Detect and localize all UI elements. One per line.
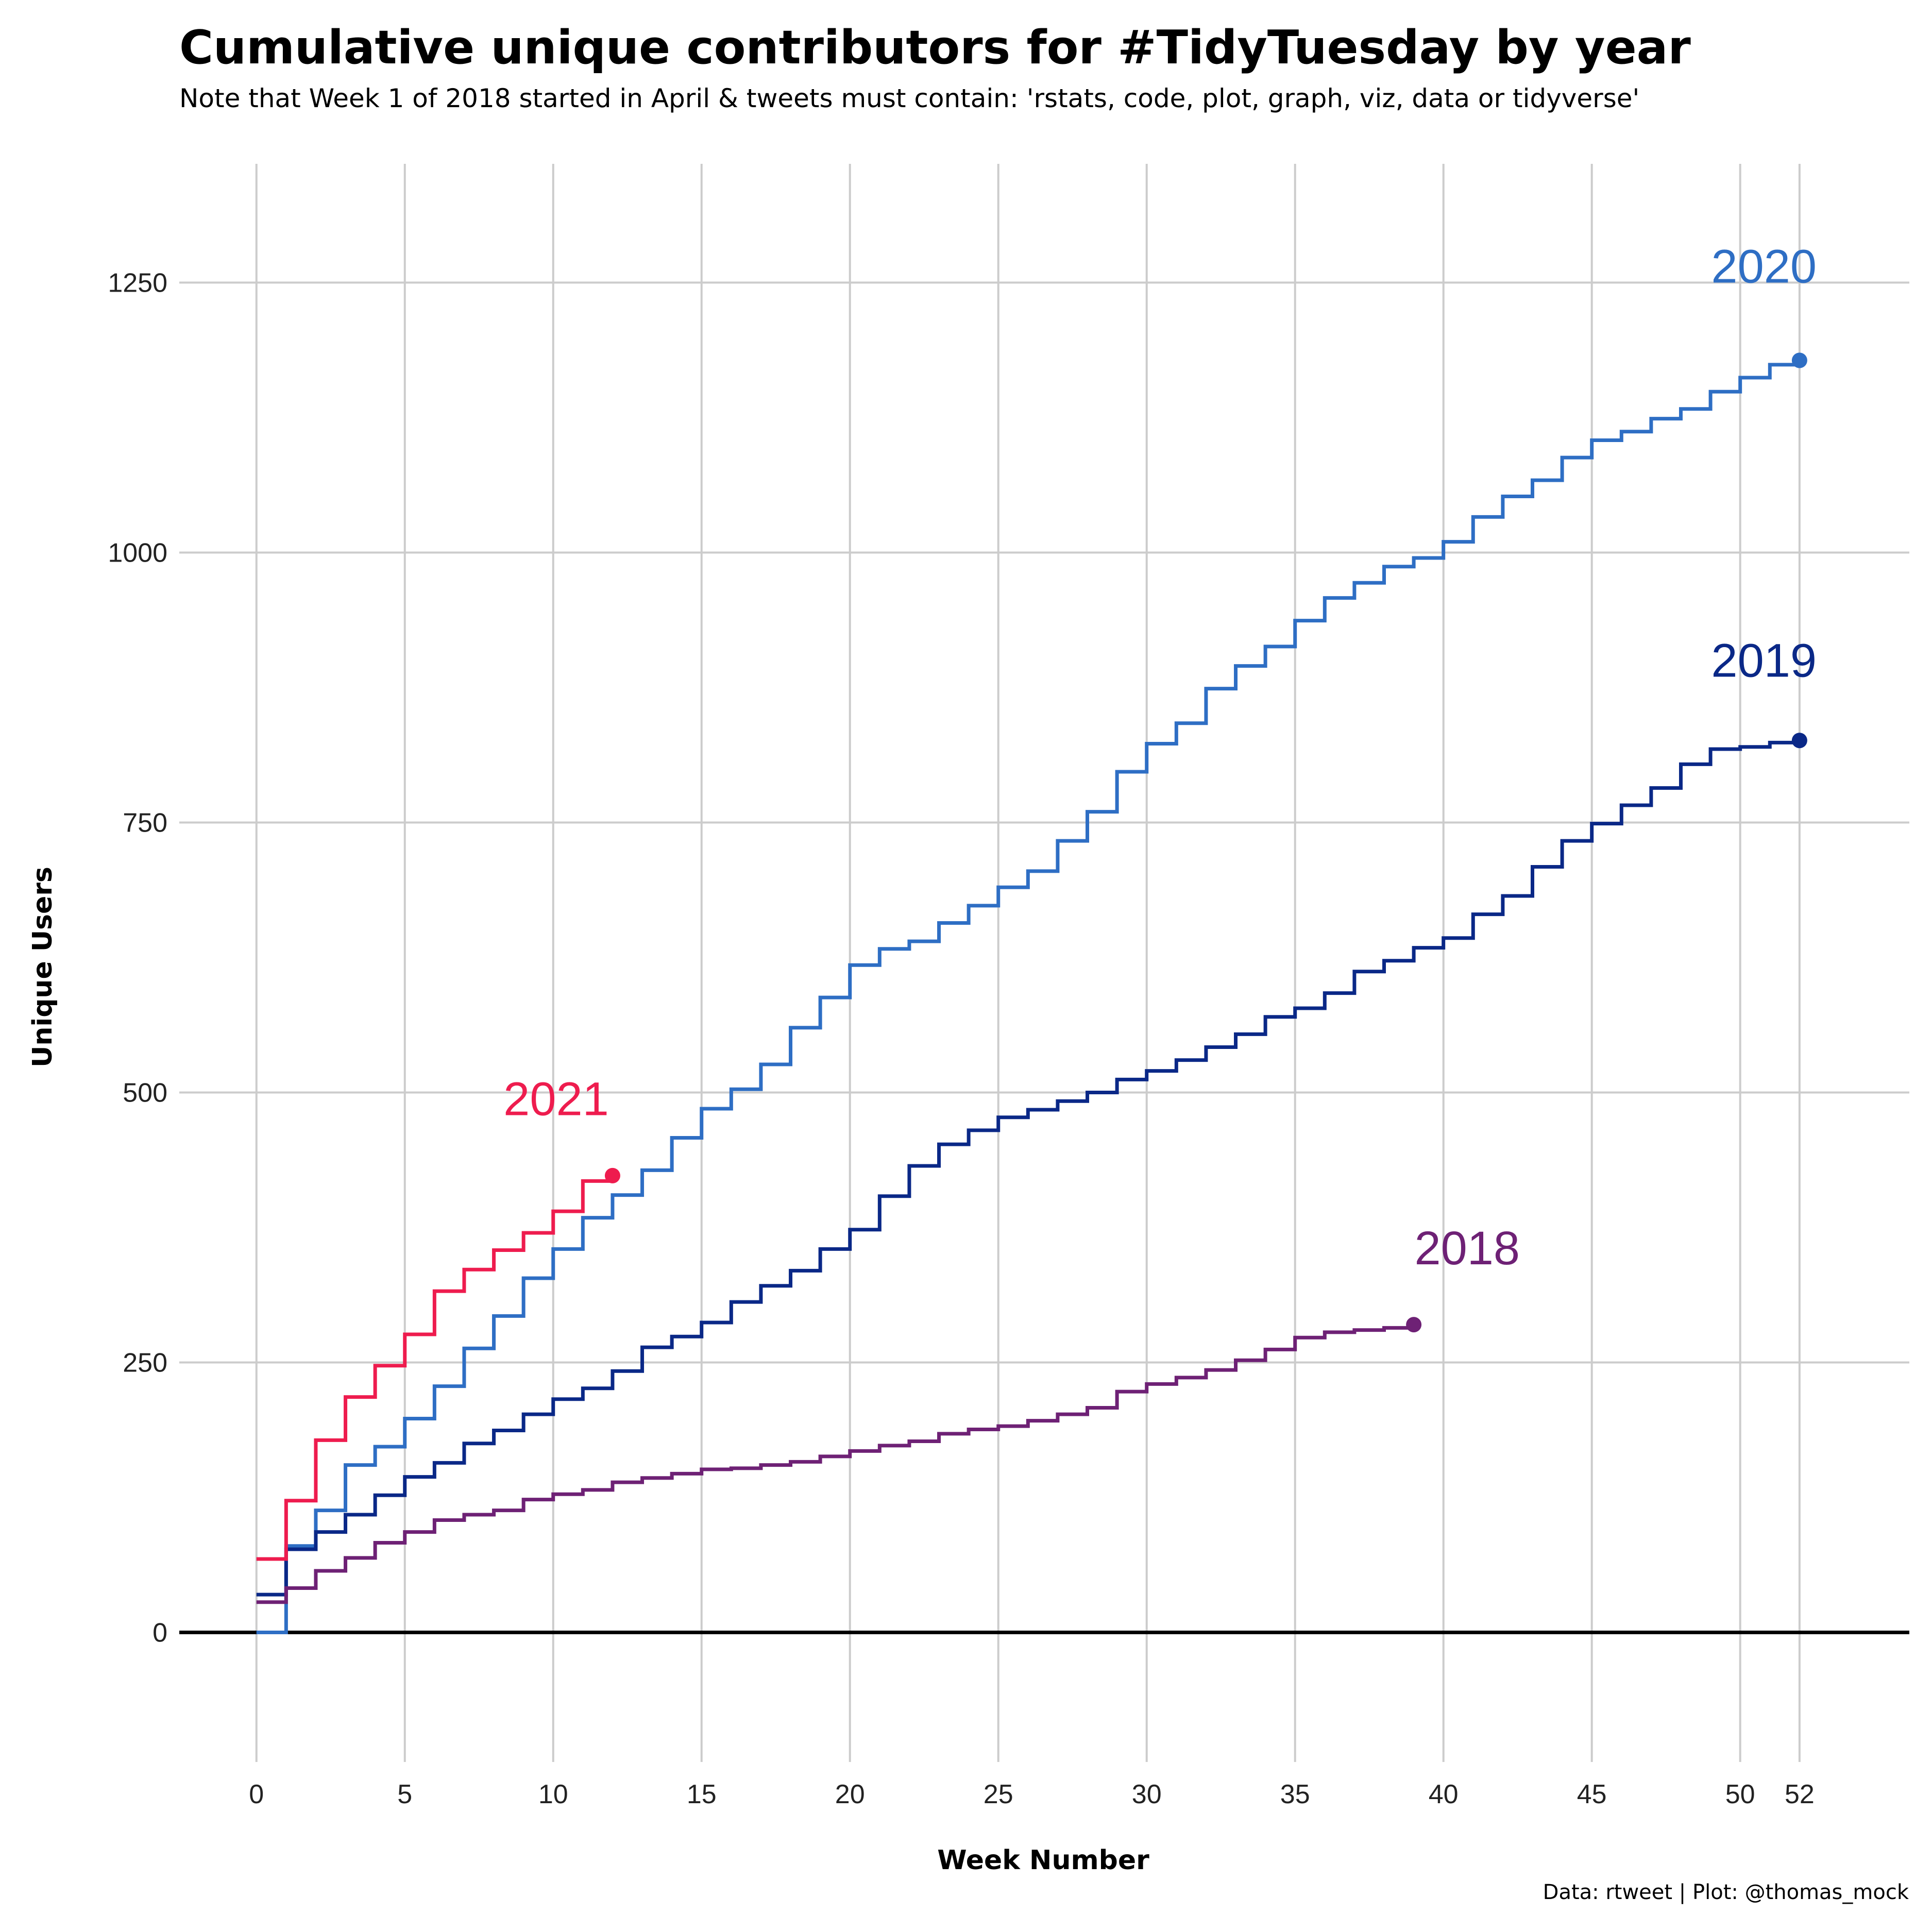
x-tick-label-5: 5 xyxy=(397,1780,412,1809)
y-tick-label-500: 500 xyxy=(123,1078,167,1108)
x-tick-label-30: 30 xyxy=(1132,1780,1162,1809)
grid-layer xyxy=(179,164,1909,1762)
x-tick-label-15: 15 xyxy=(687,1780,717,1809)
x-tick-label-40: 40 xyxy=(1429,1780,1459,1809)
series-layer xyxy=(256,352,1807,1634)
x-tick-label-0: 0 xyxy=(249,1780,264,1809)
y-tick-label-1000: 1000 xyxy=(108,538,167,568)
x-axis-title: Week Number xyxy=(937,1845,1149,1876)
x-tick-label-20: 20 xyxy=(835,1780,865,1809)
chart-caption: Data: rtweet | Plot: @thomas_mock xyxy=(1543,1880,1909,1904)
series-line-2019 xyxy=(256,740,1802,1597)
series-line-2021 xyxy=(256,1175,615,1561)
series-label-2021: 2021 xyxy=(503,1073,609,1126)
y-tick-label-0: 0 xyxy=(152,1618,167,1648)
series-line-2018 xyxy=(256,1325,1416,1604)
x-tick-label-10: 10 xyxy=(538,1780,568,1809)
x-tick-label-25: 25 xyxy=(984,1780,1013,1809)
series-endpoint-2018 xyxy=(1406,1317,1422,1333)
series-line-2020 xyxy=(256,360,1802,1634)
series-label-2018: 2018 xyxy=(1414,1222,1520,1275)
x-tick-label-52: 52 xyxy=(1785,1780,1815,1809)
y-axis-title: Unique Users xyxy=(27,867,58,1067)
series-label-2019: 2019 xyxy=(1711,635,1817,687)
x-tick-label-50: 50 xyxy=(1725,1780,1755,1809)
y-tick-label-250: 250 xyxy=(123,1348,167,1378)
chart-title: Cumulative unique contributors for #Tidy… xyxy=(179,21,1691,75)
chart-subtitle: Note that Week 1 of 2018 started in Apri… xyxy=(179,83,1640,113)
series-endpoint-2021 xyxy=(604,1167,620,1183)
x-tick-label-35: 35 xyxy=(1280,1780,1310,1809)
series-endpoint-2019 xyxy=(1791,733,1807,749)
y-tick-label-750: 750 xyxy=(123,808,167,838)
tick-layer: 0 5 10 15 20 25 30 35 40 45 50 52 0 250 500 750 1000 1250 xyxy=(108,268,1814,1809)
y-tick-label-1250: 1250 xyxy=(108,268,167,298)
label-layer: 2020 2019 2021 2018 xyxy=(503,241,1817,1275)
x-tick-label-45: 45 xyxy=(1577,1780,1607,1809)
series-label-2020: 2020 xyxy=(1711,241,1817,293)
series-endpoint-2020 xyxy=(1791,352,1807,368)
